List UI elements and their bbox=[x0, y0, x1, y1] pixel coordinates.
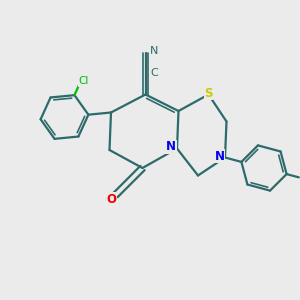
Text: S: S bbox=[204, 86, 213, 100]
Text: O: O bbox=[106, 193, 116, 206]
Text: C: C bbox=[150, 68, 158, 79]
Text: Cl: Cl bbox=[79, 76, 89, 86]
Text: N: N bbox=[150, 46, 158, 56]
Text: N: N bbox=[214, 149, 225, 163]
Text: N: N bbox=[166, 140, 176, 154]
